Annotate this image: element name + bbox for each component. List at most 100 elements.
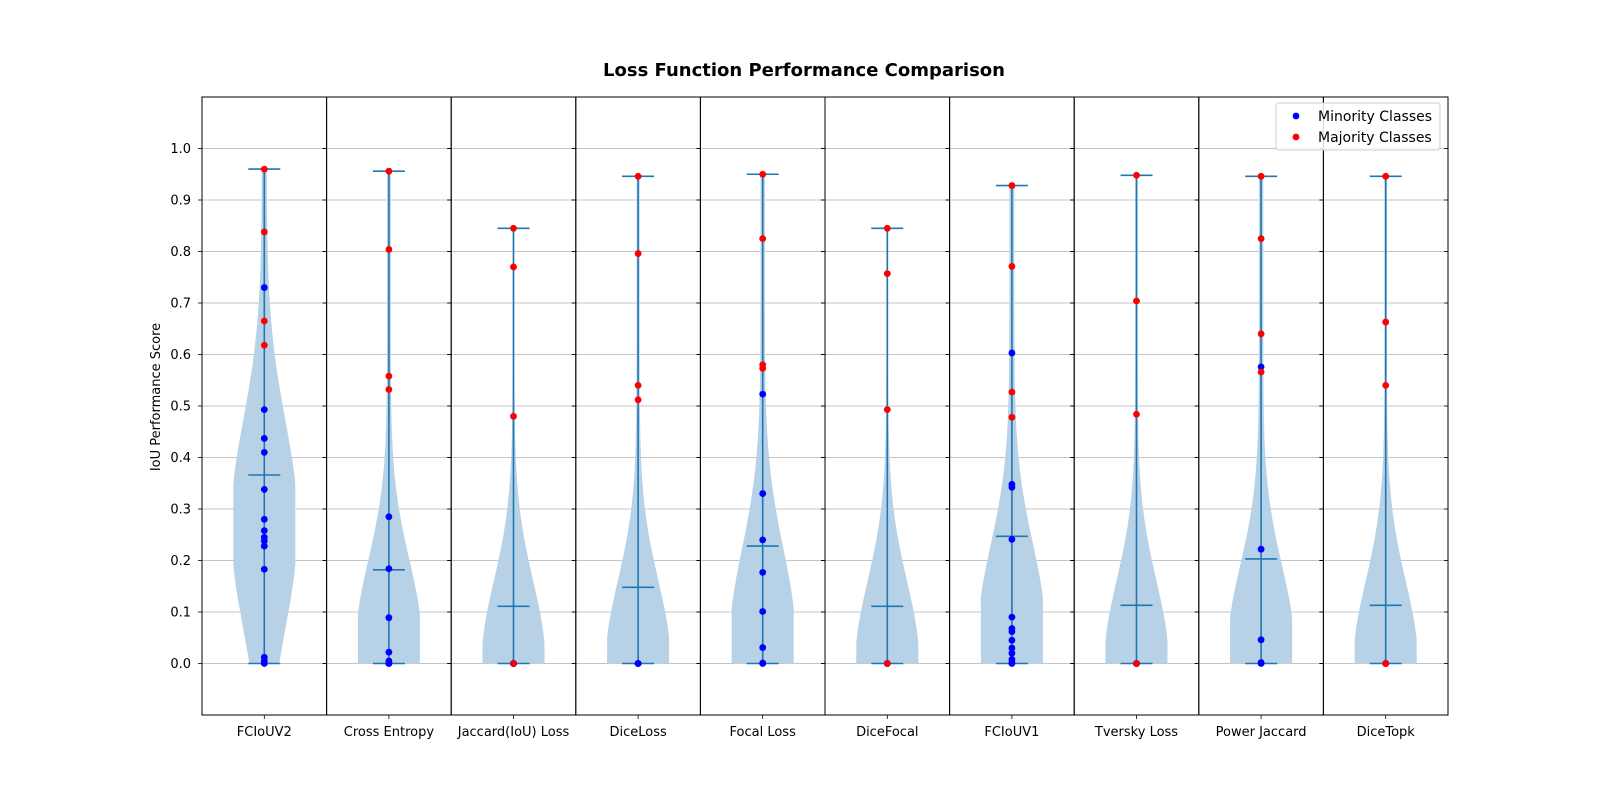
majority-point: [510, 660, 517, 667]
majority-point: [634, 172, 642, 180]
x-tick-label: DiceTopk: [1357, 725, 1416, 740]
majority-point: [510, 412, 517, 420]
minority-point: [260, 448, 268, 456]
y-tick-label: 0.3: [170, 503, 191, 518]
y-tick-label: 0.8: [170, 245, 191, 260]
y-tick-label: 0.7: [170, 297, 191, 312]
chart-title: Loss Function Performance Comparison: [603, 60, 1005, 81]
majority-point: [385, 246, 393, 253]
majority-point: [1133, 410, 1140, 418]
minority-point: [759, 536, 767, 544]
minority-point: [1008, 349, 1016, 357]
minority-point: [759, 390, 767, 398]
x-tick-label: Power Jaccard: [1216, 725, 1307, 740]
majority-point: [1382, 172, 1390, 180]
majority-point: [883, 224, 891, 232]
minority-point: [759, 644, 767, 651]
majority-point: [1257, 235, 1265, 243]
minority-point: [385, 565, 393, 573]
minority-point: [260, 435, 268, 442]
majority-point: [1133, 297, 1140, 305]
minority-point: [1008, 483, 1016, 491]
majority-point: [510, 263, 517, 271]
y-tick-label: 0.0: [170, 657, 191, 672]
x-tick-label: Cross Entropy: [344, 725, 435, 740]
majority-point: [1133, 660, 1140, 667]
y-axis-label: IoU Performance Score: [149, 323, 164, 471]
minority-point: [260, 537, 268, 545]
majority-point: [1008, 263, 1016, 270]
minority-point: [759, 660, 767, 667]
y-tick-label: 0.9: [170, 194, 191, 209]
minority-point: [260, 542, 268, 550]
x-tick-label: Jaccard(IoU) Loss: [457, 725, 570, 740]
x-tick-label: Tversky Loss: [1094, 725, 1178, 740]
minority-point: [1008, 649, 1016, 657]
minority-point: [385, 648, 393, 656]
minority-point: [1008, 628, 1016, 635]
x-tick-label: Focal Loss: [730, 725, 797, 740]
majority-point: [1382, 660, 1390, 667]
majority-point: [759, 365, 767, 372]
minority-point: [1008, 535, 1016, 543]
majority-point: [1382, 382, 1390, 389]
majority-point: [883, 660, 891, 667]
tick-layer: 0.0 0.1 0.2 0.3 0.4 0.5 0.6 0.7 0.8 0.9 1.0 FCIoUV2…: [170, 142, 1448, 740]
legend: Minority Classes Majority Classes: [1275, 102, 1441, 151]
legend-marker: [1292, 133, 1300, 141]
majority-point: [1008, 388, 1016, 396]
minority-point: [1008, 660, 1016, 667]
majority-point: [1257, 368, 1265, 376]
majority-point: [1257, 330, 1265, 338]
minority-point: [260, 284, 268, 291]
majority-point: [634, 250, 642, 257]
majority-point: [385, 386, 393, 393]
x-tick-label: DiceFocal: [856, 725, 918, 740]
minority-point: [385, 660, 393, 667]
minority-point: [1257, 660, 1265, 667]
y-tick-label: 0.4: [170, 451, 191, 466]
majority-point: [1008, 182, 1016, 189]
minority-point: [759, 568, 767, 576]
majority-point: [759, 235, 767, 243]
x-tick-label: DiceLoss: [609, 725, 667, 740]
majority-point: [260, 165, 268, 173]
majority-point: [759, 170, 767, 178]
minority-point: [260, 527, 268, 535]
majority-point: [260, 317, 268, 325]
majority-point: [883, 406, 891, 414]
y-tick-label: 1.0: [170, 142, 191, 157]
legend-label: Minority Classes: [1318, 109, 1432, 125]
minority-point: [1257, 363, 1265, 371]
y-tick-label: 0.5: [170, 400, 191, 415]
majority-point: [1382, 318, 1390, 326]
majority-point: [260, 228, 268, 236]
minority-point: [759, 608, 767, 615]
minority-point: [759, 490, 767, 497]
majority-point: [1008, 413, 1016, 421]
legend-label: Majority Classes: [1318, 130, 1432, 146]
violin-layer: [233, 168, 1417, 665]
minority-point: [385, 614, 393, 622]
minority-point: [1257, 636, 1265, 644]
x-tick-label: FCIoUV1: [984, 725, 1039, 740]
majority-point: [1257, 172, 1265, 180]
minority-point: [1257, 545, 1265, 553]
majority-point: [260, 341, 268, 349]
minority-point: [260, 406, 268, 414]
legend-box: [1275, 102, 1441, 151]
minority-point: [634, 660, 642, 667]
legend-marker: [1292, 112, 1300, 120]
y-tick-label: 0.2: [170, 554, 191, 569]
y-tick-label: 0.1: [170, 606, 191, 621]
point-layer: [260, 165, 1390, 667]
minority-point: [1008, 644, 1016, 652]
x-tick-label: FCIoUV2: [237, 725, 292, 740]
minority-point: [1008, 613, 1016, 621]
minority-point: [260, 565, 268, 573]
majority-point: [634, 396, 642, 404]
majority-point: [385, 167, 393, 175]
majority-point: [1133, 171, 1140, 179]
